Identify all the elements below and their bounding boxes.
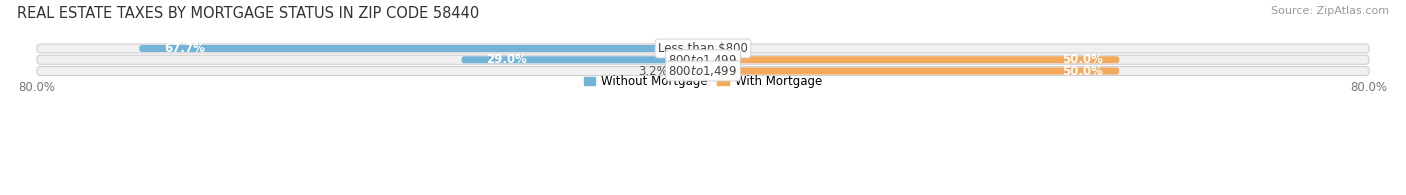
FancyBboxPatch shape (37, 55, 1369, 64)
FancyBboxPatch shape (703, 56, 1119, 63)
FancyBboxPatch shape (703, 67, 1119, 74)
Text: Less than $800: Less than $800 (658, 42, 748, 55)
Text: 50.0%: 50.0% (1062, 65, 1102, 78)
FancyBboxPatch shape (139, 45, 703, 52)
Text: 29.0%: 29.0% (486, 53, 527, 66)
Text: REAL ESTATE TAXES BY MORTGAGE STATUS IN ZIP CODE 58440: REAL ESTATE TAXES BY MORTGAGE STATUS IN … (17, 6, 479, 21)
Text: $800 to $1,499: $800 to $1,499 (668, 53, 738, 67)
Text: 3.2%: 3.2% (638, 65, 668, 78)
FancyBboxPatch shape (461, 56, 703, 63)
Text: Source: ZipAtlas.com: Source: ZipAtlas.com (1271, 6, 1389, 16)
FancyBboxPatch shape (37, 44, 1369, 53)
FancyBboxPatch shape (37, 66, 1369, 75)
Text: 50.0%: 50.0% (1062, 53, 1102, 66)
Text: 67.7%: 67.7% (165, 42, 205, 55)
Legend: Without Mortgage, With Mortgage: Without Mortgage, With Mortgage (579, 71, 827, 93)
FancyBboxPatch shape (676, 67, 703, 74)
Text: $800 to $1,499: $800 to $1,499 (668, 64, 738, 78)
